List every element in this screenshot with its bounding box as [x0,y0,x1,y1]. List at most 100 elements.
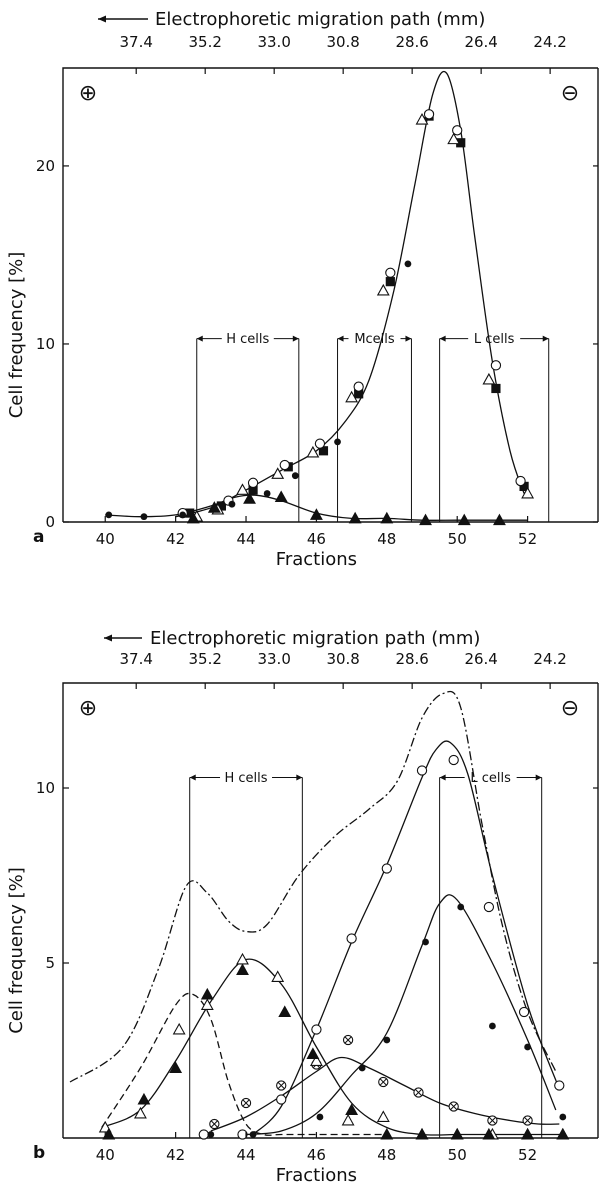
top-tick-a-6: 24.2 [533,33,566,51]
point-a-1-8 [452,125,463,136]
cell-regions-b: H cells L cells [189,771,543,1138]
region-arrow-right-b-1 [535,774,542,781]
point-b-0-4 [346,933,357,944]
x-axis-label-a: Fractions [276,549,357,570]
cathode-symbol-a: ⊖ [561,81,579,106]
point-b-1-7 [489,1022,496,1030]
x-tick-labels-b: 40 42 44 46 48 50 52 [96,1146,537,1164]
point-b-1-3 [358,1064,366,1072]
y-tick-a-1: 10 [36,335,55,353]
cathode-symbol-b: ⊖ [561,696,579,721]
top-axis-title-b: Electrophoretic migration path (mm) [104,628,480,649]
point-b-1-4 [383,1036,391,1044]
point-b-0-0 [198,1129,209,1140]
region-arrow-right-b-0 [296,774,303,781]
point-a-4-1 [140,513,148,521]
point-a-3-5 [348,511,362,524]
y-tick-b-1: 10 [36,779,55,797]
top-tick-b-0: 37.4 [120,650,153,668]
y-axis-label-b: Cell frequency [%] [6,867,27,1034]
point-b-4-4 [236,963,249,975]
panel-label-a: a [33,527,44,547]
x-tick-a-1: 42 [166,530,185,548]
point-b-4-13 [556,1127,570,1140]
top-tick-b-6: 24.2 [533,650,566,668]
x-tick-b-3: 46 [307,1146,326,1164]
y-tick-labels-a: 0 10 20 [36,157,55,531]
curve-b-3 [245,894,557,1136]
x-tick-a-2: 44 [236,530,255,548]
data-points-a [105,109,535,526]
region-arrow-left-b-0 [189,774,196,781]
point-b-0-7 [448,754,459,766]
top-tick-a-3: 30.8 [326,33,359,51]
region-label-a-0: H cells [226,332,269,347]
point-a-0-1 [216,501,226,511]
region-arrow-right-a-1 [405,335,412,342]
top-tick-b-4: 28.6 [395,650,428,668]
panel-label-b: b [33,1143,45,1163]
x-tick-a-3: 46 [307,530,326,548]
point-b-2-6 [413,1087,424,1098]
point-b-4-0 [102,1127,116,1140]
x-tick-labels-a: 40 42 44 46 48 50 52 [96,530,537,548]
point-b-2-2 [276,1080,287,1091]
point-a-1-7 [423,109,435,120]
region-arrow-left-b-1 [439,774,446,781]
point-a-0-2 [248,485,258,495]
point-a-4-2 [179,511,187,519]
point-a-3-9 [493,513,506,526]
point-b-2-8 [487,1115,498,1126]
point-b-2-1 [240,1097,252,1109]
y-tick-b-0: 5 [45,954,55,972]
region-arrow-left-a-0 [196,335,203,342]
x-tick-b-4: 48 [377,1146,396,1164]
region-label-b-0: H cells [224,771,267,786]
top-tick-a-2: 33.0 [257,33,290,51]
x-tick-b-5: 50 [448,1146,467,1164]
point-b-4-1 [137,1092,151,1105]
region-arrow-right-a-2 [542,335,549,342]
point-a-4-4 [263,490,271,497]
x-tick-a-0: 40 [96,530,115,548]
point-b-3-8 [376,1110,390,1122]
point-a-0-6 [385,277,395,287]
x-tick-a-6: 52 [518,530,537,548]
top-axis-label-b: Electrophoretic migration path (mm) [150,628,480,649]
point-b-3-1 [133,1106,147,1119]
point-a-2-5 [345,390,359,403]
region-label-a-2: L cells [474,332,515,347]
point-a-0-5 [354,389,364,399]
curve-b-0 [69,690,557,1083]
curve-a-0 [175,70,525,518]
chart-panel-a: Electrophoretic migration path (mm) 37.4… [6,9,599,570]
point-b-0-8 [483,901,495,913]
point-a-1-10 [515,475,526,487]
point-b-1-6 [457,903,465,911]
top-tick-a-0: 37.4 [120,33,153,51]
point-b-2-4 [342,1034,354,1046]
top-tick-b-1: 35.2 [188,650,221,668]
y-tick-labels-b: 5 10 [36,779,55,972]
point-b-2-7 [448,1101,459,1112]
point-b-1-9 [559,1113,567,1121]
region-arrow-left-a-2 [439,335,446,342]
curve-b-2 [101,992,387,1136]
point-a-2-3 [271,467,285,479]
point-a-3-7 [419,513,432,526]
point-a-4-6 [334,438,341,446]
point-a-0-10 [519,481,529,491]
point-b-2-0 [209,1118,220,1130]
point-a-2-7 [415,112,429,125]
point-a-0-8 [456,138,466,148]
x-tick-b-6: 52 [518,1146,537,1164]
point-a-4-5 [291,472,299,480]
plot-frame-a [62,67,599,523]
point-b-0-6 [416,765,428,776]
point-a-0-0 [185,508,195,518]
point-a-1-5 [353,381,364,392]
x-tick-a-5: 50 [448,530,467,548]
point-b-3-2 [172,1022,186,1035]
point-a-1-9 [490,360,502,371]
top-tick-a-5: 26.4 [464,33,497,51]
